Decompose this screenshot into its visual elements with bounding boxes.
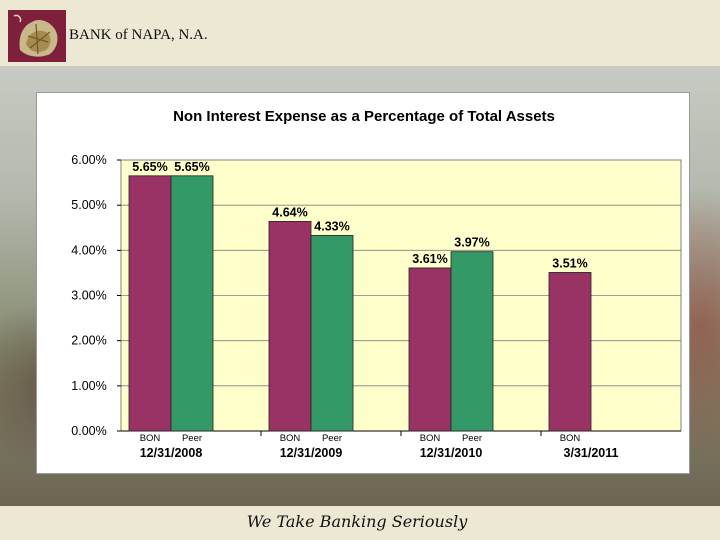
bar-peer-1 <box>310 235 354 432</box>
y-tick-label: 4.00% <box>71 243 106 257</box>
bank-name: BANK of NAPA, N.A. <box>69 27 208 43</box>
bar-peer-2 <box>450 251 494 432</box>
bar-bon-2 <box>408 267 452 432</box>
bar-bon-0 <box>128 175 172 432</box>
series-sub-label: Peer <box>322 433 342 444</box>
footer-bar: We Take Banking Seriously <box>0 506 720 540</box>
category-label: 3/31/2011 <box>564 446 619 460</box>
series-sub-label: BON <box>140 433 161 444</box>
series-sub-label: Peer <box>182 433 202 444</box>
data-label: 3.51% <box>552 256 587 270</box>
data-label: 5.65% <box>132 160 167 174</box>
category-label: 12/31/2010 <box>420 446 483 460</box>
category-label: 12/31/2008 <box>140 446 203 460</box>
chart-title: Non Interest Expense as a Percentage of … <box>173 108 555 125</box>
series-sub-label: BON <box>560 433 581 444</box>
y-tick-label: 3.00% <box>71 289 106 303</box>
y-tick-label: 2.00% <box>71 334 106 348</box>
data-label: 3.97% <box>454 236 489 250</box>
grape-leaf-logo-icon <box>8 10 66 62</box>
expense-bar-chart: Non Interest Expense as a Percentage of … <box>71 108 682 460</box>
data-label: 4.64% <box>272 205 307 219</box>
y-tick-label: 0.00% <box>71 424 106 438</box>
chart-panel: Non Interest Expense as a Percentage of … <box>36 92 690 474</box>
y-tick-label: 5.00% <box>71 198 106 212</box>
series-sub-label: BON <box>280 433 301 444</box>
series-sub-label: BON <box>420 433 441 444</box>
data-label: 5.65% <box>174 160 209 174</box>
bar-bon-1 <box>268 221 312 432</box>
y-tick-label: 6.00% <box>71 153 106 167</box>
category-label: 12/31/2009 <box>280 446 343 460</box>
series-sub-label: Peer <box>462 433 482 444</box>
bar-bon-3 <box>548 272 592 432</box>
y-tick-label: 1.00% <box>71 379 106 393</box>
tagline: We Take Banking Seriously <box>246 512 468 531</box>
data-label: 4.33% <box>314 219 349 233</box>
data-label: 3.61% <box>412 252 447 266</box>
bar-peer-0 <box>170 175 214 432</box>
header-bar: BANK of NAPA, N.A. <box>0 0 720 66</box>
